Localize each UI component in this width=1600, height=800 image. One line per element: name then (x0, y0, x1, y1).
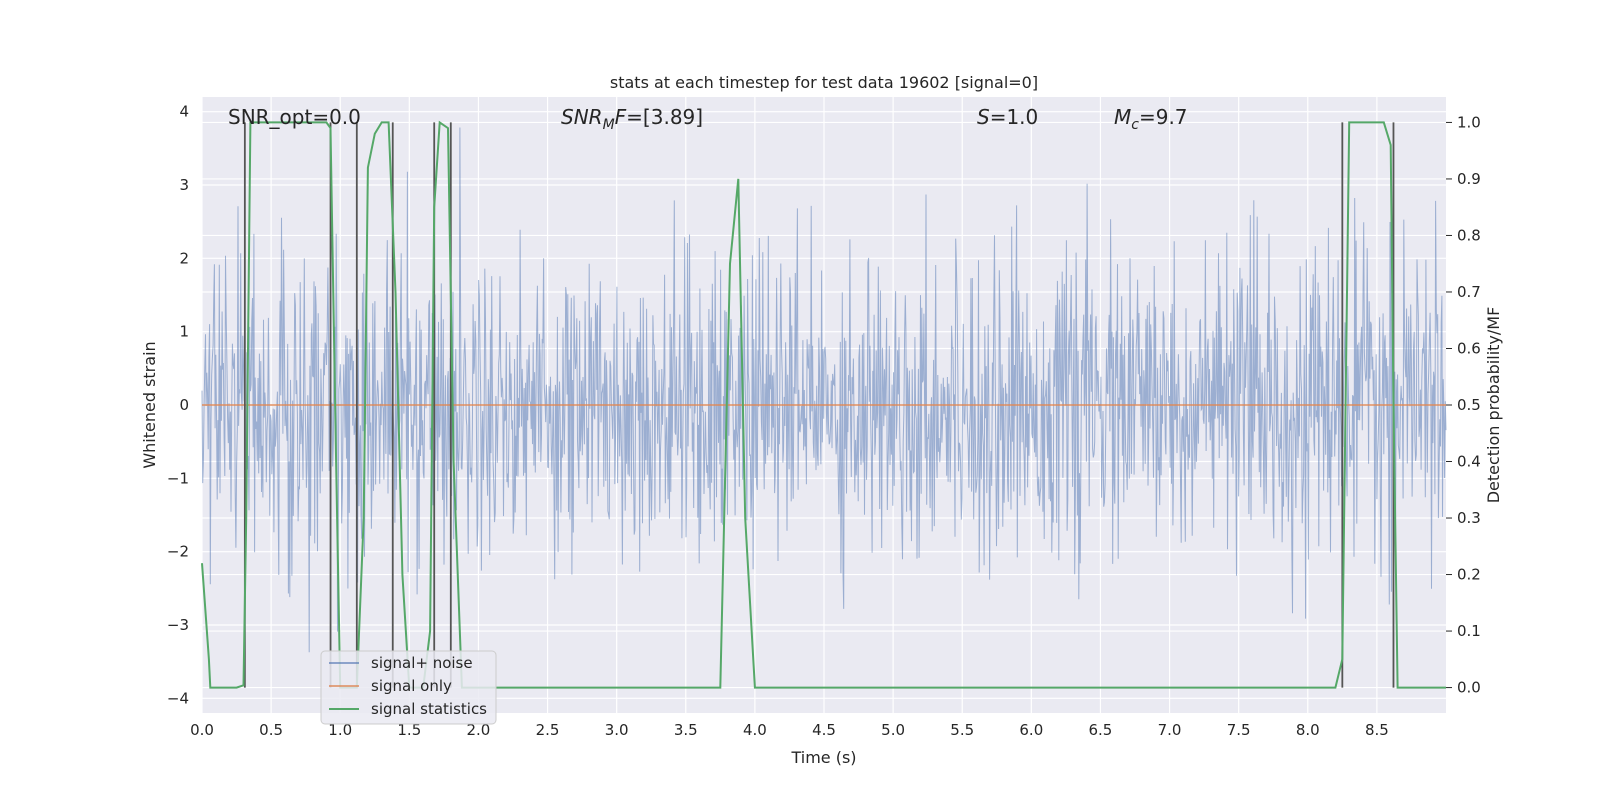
y-ticks: 4 3 2 1 0 −1 −2 −3 −4 (167, 103, 189, 708)
mc-sub: c (1131, 117, 1139, 133)
y2-tick-label: 0.6 (1457, 339, 1481, 357)
legend-label-signal-noise: signal+ noise (371, 654, 473, 672)
y-axis-label: Whitened strain (140, 341, 159, 468)
legend: signal+ noise signal only signal statist… (320, 650, 497, 725)
x-tick-label: 1.5 (397, 721, 421, 739)
s-value: =1.0 (990, 105, 1039, 129)
y-tick-label: −1 (167, 469, 189, 487)
y2-tick-label: 0.3 (1457, 509, 1481, 527)
x-tick-label: 7.5 (1227, 721, 1251, 739)
y2-tick-label: 0.5 (1457, 396, 1481, 414)
annotation-snr-opt: SNR_opt=0.0 (228, 105, 361, 129)
y-tick-label: 1 (179, 323, 189, 341)
y-tick-label: −3 (167, 616, 189, 634)
x-tick-label: 3.5 (674, 721, 698, 739)
x-tick-label: 4.5 (812, 721, 836, 739)
x-tick-label: 8.0 (1296, 721, 1320, 739)
legend-label-signal-stats: signal statistics (371, 700, 487, 718)
snr-mf-sub: M (603, 117, 615, 133)
x-tick-label: 2.0 (467, 721, 491, 739)
y2-tick-label: 0.1 (1457, 622, 1481, 640)
y2-tick-label: 0.8 (1457, 226, 1481, 244)
x-ticks: 0.0 0.5 1.0 1.5 2.0 2.5 3.0 3.5 4.0 4.5 5.0 5.5 6.0 6… (190, 721, 1389, 739)
snr-mf-rest: F (615, 105, 627, 129)
legend-box (320, 650, 497, 725)
y2-tick-label: 0.7 (1457, 283, 1481, 301)
x-tick-label: 2.5 (536, 721, 560, 739)
noise-line (201, 127, 1447, 653)
noise-series (201, 127, 1447, 653)
annotation-snr-mf: SNRMF=[3.89] (561, 105, 703, 133)
s-var: S (977, 105, 990, 129)
annotation-s: S=1.0 (977, 105, 1038, 129)
x-tick-label: 1.0 (328, 721, 352, 739)
y2-tick-label: 1.0 (1457, 113, 1481, 131)
mc-main: M (1114, 105, 1131, 129)
y2-tick-label: 0.9 (1457, 170, 1481, 188)
y-tick-label: 4 (179, 103, 189, 121)
y2-tick-label: 0.0 (1457, 679, 1481, 697)
y-tick-label: 3 (179, 176, 189, 194)
y2-axis-label: Detection probability/MF (1484, 307, 1503, 504)
chart-title: stats at each timestep for test data 196… (610, 73, 1038, 92)
x-tick-label: 0.0 (190, 721, 214, 739)
y2-tick-label: 0.4 (1457, 453, 1481, 471)
x-tick-label: 7.0 (1158, 721, 1182, 739)
x-tick-label: 5.5 (950, 721, 974, 739)
y2-ticks: 1.0 0.9 0.8 0.7 0.6 0.5 0.4 0.3 0.2 0.1 0.0 (1446, 113, 1481, 697)
x-tick-label: 0.5 (259, 721, 283, 739)
x-tick-label: 6.5 (1089, 721, 1113, 739)
y-tick-label: 0 (179, 396, 189, 414)
y2-tick-label: 0.2 (1457, 566, 1481, 584)
y-tick-label: −2 (167, 543, 189, 561)
x-axis-label: Time (s) (790, 748, 856, 767)
y-tick-label: −4 (167, 689, 189, 707)
mc-value: =9.7 (1139, 105, 1188, 129)
snr-mf-value: =[3.89] (626, 105, 703, 129)
x-tick-label: 4.0 (743, 721, 767, 739)
snr-mf-main: SNR (561, 105, 603, 129)
x-tick-label: 6.0 (1019, 721, 1043, 739)
x-tick-label: 5.0 (881, 721, 905, 739)
x-tick-label: 3.0 (605, 721, 629, 739)
annotation-mc: Mc=9.7 (1114, 105, 1188, 133)
legend-label-signal-only: signal only (371, 677, 452, 695)
x-tick-label: 8.5 (1365, 721, 1389, 739)
y-tick-label: 2 (179, 249, 189, 267)
